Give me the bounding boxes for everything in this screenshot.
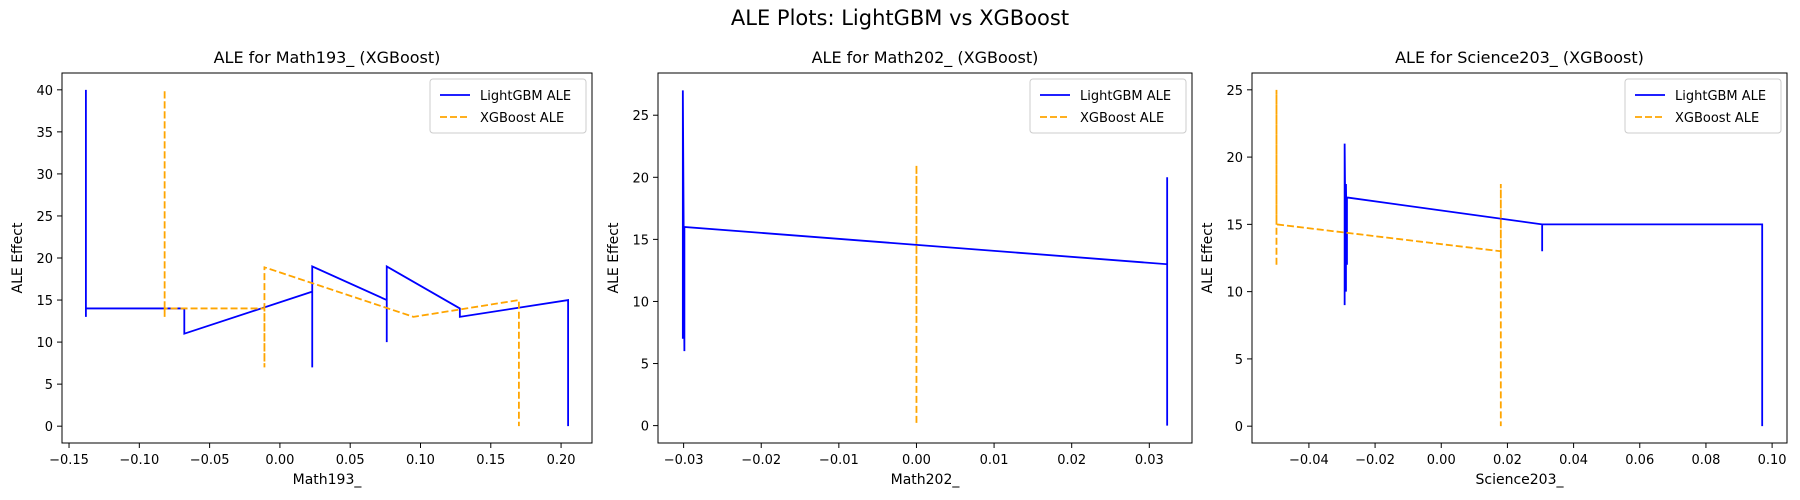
x-tick-label: 0.06 [1625, 453, 1654, 468]
legend: LightGBM ALE XGBoost ALE [429, 78, 587, 134]
x-tick-label: −0.02 [741, 453, 781, 468]
y-tick-label: 30 [36, 168, 53, 183]
legend: LightGBM ALE XGBoost ALE [1029, 78, 1187, 134]
y-tick-label: 5 [45, 378, 53, 393]
y-tick-label: 0 [45, 420, 53, 435]
legend-label: LightGBM ALE [1080, 89, 1171, 104]
x-tick-label: 0.00 [1427, 453, 1456, 468]
y-tick-label: 40 [36, 84, 53, 99]
x-tick-label: −0.04 [1289, 453, 1329, 468]
legend-label: LightGBM ALE [1675, 89, 1766, 104]
y-tick-label: 15 [36, 294, 53, 309]
panel-title: ALE for Math202_ (XGBoost) [812, 48, 1039, 68]
series-line-xgboost [163, 89, 520, 427]
y-tick-label: 5 [641, 358, 649, 373]
y-tick-label: 25 [632, 109, 649, 124]
x-tick-label: 0.02 [1493, 453, 1522, 468]
x-tick-label: 0.00 [902, 453, 931, 468]
y-axis-label: ALE Effect [606, 222, 622, 293]
series-line-xgboost [1275, 89, 1502, 427]
y-tick-label: 20 [1226, 151, 1243, 166]
y-tick-label: 10 [1226, 286, 1243, 301]
x-tick-label: 0.08 [1691, 453, 1720, 468]
x-tick-label: 0.00 [265, 453, 294, 468]
figure-title: ALE Plots: LightGBM vs XGBoost [730, 6, 1070, 30]
x-tick-label: 0.20 [547, 453, 576, 468]
y-tick-label: 35 [36, 126, 53, 141]
x-tick-label: −0.02 [1355, 453, 1395, 468]
y-tick-label: 0 [641, 420, 649, 435]
legend-label: XGBoost ALE [1080, 111, 1164, 126]
x-tick-label: −0.05 [190, 453, 230, 468]
y-tick-label: 20 [36, 252, 53, 267]
x-tick-label: 0.05 [336, 453, 365, 468]
y-axis-label: ALE Effect [10, 222, 26, 293]
x-tick-label: 0.15 [476, 453, 505, 468]
series-line-lightgbm [1343, 143, 1764, 427]
x-tick-label: −0.15 [49, 453, 89, 468]
legend-label: LightGBM ALE [480, 89, 571, 104]
y-axis-label: ALE Effect [1200, 222, 1216, 293]
y-tick-label: 5 [1235, 353, 1243, 368]
series-line-lightgbm [681, 90, 1169, 426]
x-axis-label: Science203_ [1476, 472, 1565, 488]
legend-box [429, 78, 587, 134]
x-tick-label: 0.04 [1559, 453, 1588, 468]
plot-frame [657, 72, 1193, 444]
legend: LightGBM ALE XGBoost ALE [1624, 78, 1782, 134]
x-tick-label: 0.10 [406, 453, 435, 468]
y-tick-label: 20 [632, 171, 649, 186]
y-tick-label: 10 [632, 295, 649, 310]
legend-box [1624, 78, 1782, 134]
x-tick-label: −0.01 [819, 453, 859, 468]
y-tick-label: 25 [1226, 84, 1243, 99]
x-axis-label: Math193_ [293, 472, 363, 488]
y-tick-label: 15 [632, 233, 649, 248]
x-tick-label: −0.03 [664, 453, 704, 468]
x-tick-label: 0.03 [1135, 453, 1164, 468]
chart-panel-3: ALE for Science203_ (XGBoost) −0.04 −0.02 0… [1200, 48, 1788, 488]
x-axis-label: Math202_ [891, 472, 961, 488]
y-tick-label: 25 [36, 210, 53, 225]
y-tick-label: 15 [1226, 218, 1243, 233]
panel-title: ALE for Math193_ (XGBoost) [214, 48, 441, 68]
legend-label: XGBoost ALE [1675, 111, 1759, 126]
chart-panel-2: ALE for Math202_ (XGBoost) −0.03 −0.02 −0.0… [606, 48, 1193, 488]
chart-panel-1: ALE for Math193_ (XGBoost) −0.15 −0.10 −0.0… [10, 48, 593, 488]
x-tick-label: 0.10 [1758, 453, 1787, 468]
y-tick-label: 10 [36, 336, 53, 351]
panel-title: ALE for Science203_ (XGBoost) [1395, 48, 1644, 68]
legend-box [1029, 78, 1187, 134]
plot-frame [1251, 72, 1788, 444]
x-tick-label: 0.02 [1057, 453, 1086, 468]
x-tick-label: −0.10 [119, 453, 159, 468]
series-line-lightgbm [85, 89, 569, 427]
y-tick-label: 0 [1235, 420, 1243, 435]
legend-label: XGBoost ALE [480, 111, 564, 126]
x-tick-label: 0.01 [980, 453, 1009, 468]
